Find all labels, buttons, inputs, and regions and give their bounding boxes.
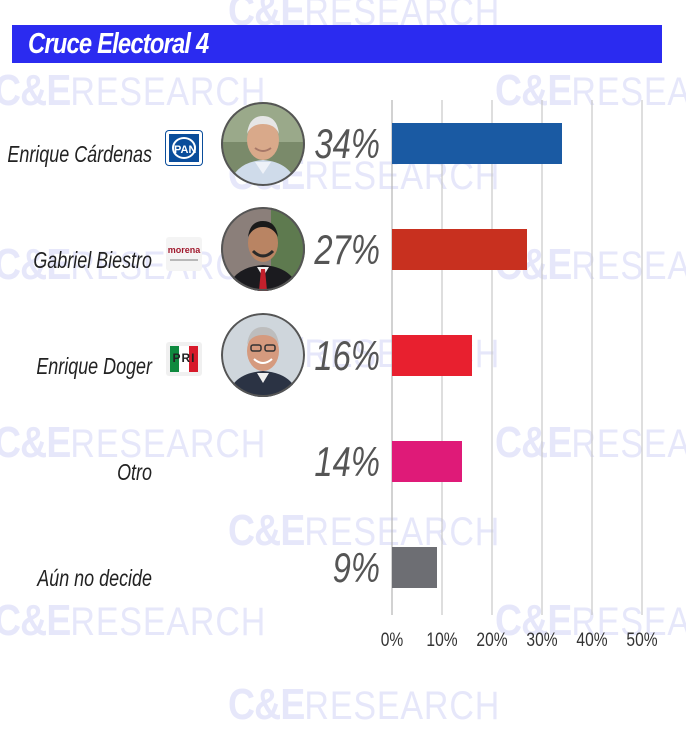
bar — [392, 547, 437, 588]
candidate-photo-enrique-doger — [221, 313, 305, 397]
morena-logo-text: morena — [167, 245, 201, 255]
data-label: 14% — [314, 438, 380, 485]
pri-logo: PRI — [166, 342, 202, 376]
x-tick-label: 20% — [476, 630, 508, 651]
pan-logo: PAN — [166, 131, 202, 165]
x-tick-label: 30% — [526, 630, 558, 651]
bar — [392, 229, 527, 270]
bar-chart — [391, 100, 643, 615]
candidate-photo-enrique-cardenas — [221, 102, 305, 186]
category-label: Enrique Cárdenas — [7, 141, 152, 167]
category-label: Aún no decide — [37, 565, 152, 591]
pan-logo-text: PAN — [172, 137, 196, 159]
data-label: 9% — [332, 544, 380, 591]
bar — [392, 335, 472, 376]
x-tick-label: 40% — [576, 630, 608, 651]
data-label: 16% — [314, 332, 380, 379]
bar — [392, 441, 462, 482]
title-bar: Cruce Electoral 4 — [12, 25, 662, 63]
data-label: 34% — [314, 120, 380, 167]
bar — [392, 123, 562, 164]
category-label: Enrique Doger — [36, 353, 152, 379]
candidate-photo-gabriel-biestro — [221, 207, 305, 291]
x-tick-label: 0% — [380, 630, 404, 651]
category-label: Gabriel Biestro — [33, 247, 152, 273]
x-tick-label: 10% — [426, 630, 458, 651]
category-label: Otro — [117, 459, 152, 485]
x-tick-label: 50% — [626, 630, 658, 651]
pri-logo-text: PRI — [172, 351, 196, 365]
morena-logo: morena — [166, 237, 202, 271]
data-label: 27% — [314, 226, 380, 273]
chart-title: Cruce Electoral 4 — [28, 28, 209, 60]
